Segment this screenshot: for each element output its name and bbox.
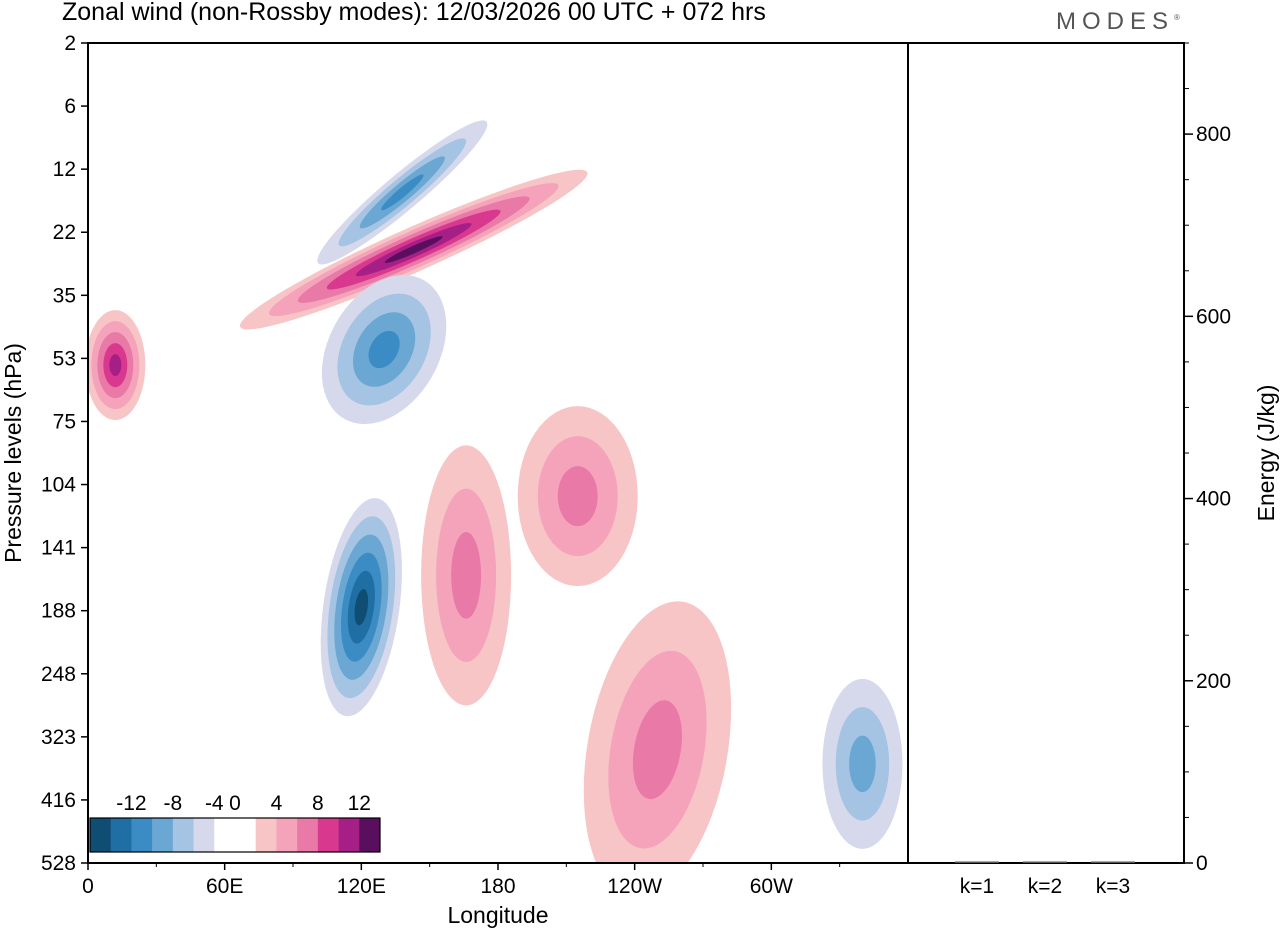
lon-tick-label: 60W	[750, 875, 793, 898]
colorbar-swatch	[338, 818, 360, 852]
contour-band	[109, 354, 122, 377]
colorbar-swatch	[131, 818, 153, 852]
feature-west-hemisphere-easterly	[822, 678, 903, 849]
x-axis-title: Longitude	[447, 902, 548, 928]
contour-band	[384, 236, 443, 263]
colorbar-swatch	[172, 818, 194, 852]
energy-tick-label: 600	[1196, 305, 1231, 328]
feature-easterly-core	[321, 274, 447, 425]
feature-dateline-westerly	[517, 406, 638, 587]
bar-category-label: k=3	[1096, 875, 1130, 898]
colorbar-label: -8	[164, 792, 183, 815]
feature-troposphere-westerly	[421, 445, 512, 706]
level-tick-label: 104	[41, 474, 76, 497]
lon-tick-label: 120E	[337, 875, 386, 898]
feature-troposphere-easterly-max	[320, 498, 402, 717]
colorbar-swatch	[359, 818, 381, 852]
colorbar-swatch	[214, 818, 236, 852]
bar-category-label: k=2	[1028, 875, 1062, 898]
level-tick-label: 323	[41, 726, 76, 749]
colorbar-label: -12	[116, 792, 146, 815]
energy-tick-label: 200	[1196, 670, 1231, 693]
colorbar-swatch	[317, 818, 339, 852]
colorbar-swatch	[152, 818, 174, 852]
level-tick-label: 416	[41, 789, 76, 812]
colorbar: -12 -8 -4 0 4 8 12	[89, 792, 381, 853]
energy-axis-title: Energy (J/kg)	[1253, 385, 1279, 522]
colorbar-swatch	[255, 818, 277, 852]
feature-lower-westerly	[583, 601, 732, 863]
lon-tick-label: 180	[480, 875, 515, 898]
contour-band	[368, 330, 400, 369]
colorbar-label: 12	[348, 792, 371, 815]
colorbar-swatch	[193, 818, 215, 852]
energy-tick-label: 0	[1196, 852, 1208, 875]
colorbar-frame	[89, 817, 381, 853]
lon-tick-label: 0	[82, 875, 94, 898]
colorbar-label: -4	[205, 792, 224, 815]
level-tick-label: 2	[64, 32, 76, 55]
colorbar-label: 8	[312, 792, 324, 815]
colorbar-swatch	[90, 818, 112, 852]
level-tick-label: 75	[53, 410, 76, 433]
level-tick-label: 248	[41, 663, 76, 686]
feature-upper-easterly-streak	[317, 120, 488, 265]
level-tick-label: 6	[64, 95, 76, 118]
feature-low-westerly-patch	[88, 310, 146, 421]
modes-logo: MODES®	[1056, 8, 1180, 36]
colorbar-swatch	[235, 818, 257, 852]
energy-tick-label: 800	[1196, 123, 1231, 146]
energy-tick-label: 400	[1196, 488, 1231, 511]
energy-bar	[955, 861, 999, 863]
level-tick-label: 22	[53, 221, 76, 244]
contour-band	[849, 735, 876, 793]
feature-stratospheric-westerly-jet	[239, 169, 588, 330]
energy-bar	[1091, 861, 1135, 863]
main-plot-frame	[87, 42, 909, 864]
lon-tick-label: 120W	[607, 875, 662, 898]
registered-mark: ®	[1174, 13, 1180, 22]
level-tick-label: 53	[53, 347, 76, 370]
contour-band	[557, 466, 598, 527]
longitude-axis: 0 60E 120E 180 120W 60W Longitude	[82, 863, 841, 928]
level-tick-label: 528	[41, 852, 76, 875]
level-tick-label: 188	[41, 600, 76, 623]
colorbar-swatch	[276, 818, 298, 852]
contour-band	[354, 589, 369, 626]
level-tick-label: 35	[53, 284, 76, 307]
energy-bar	[1023, 861, 1067, 863]
energy-plot-frame	[907, 42, 1185, 864]
colorbar-label: 4	[271, 792, 283, 815]
pressure-axis: 2 6 12 22 35 53 75 104 141 188 248 323 416 528 Pressur…	[0, 32, 88, 875]
chart-title: Zonal wind (non-Rossby modes): 12/03/202…	[62, 0, 766, 26]
level-tick-label: 141	[41, 537, 76, 560]
wind-field	[88, 120, 903, 863]
energy-panel: 0 200 400 600 800 Energy (J/kg) k=1 k=2 k=3	[955, 42, 1279, 898]
contour-band	[632, 700, 682, 800]
contour-band	[451, 532, 482, 619]
y-axis-title: Pressure levels (hPa)	[0, 343, 26, 563]
level-tick-label: 12	[53, 158, 76, 181]
lon-tick-label: 60E	[206, 875, 243, 898]
colorbar-swatch	[297, 818, 319, 852]
contour-band	[381, 174, 424, 211]
colorbar-swatch	[110, 818, 132, 852]
bar-category-label: k=1	[960, 875, 994, 898]
colorbar-label: 0	[229, 792, 241, 815]
brand-text: MODES	[1056, 8, 1175, 35]
